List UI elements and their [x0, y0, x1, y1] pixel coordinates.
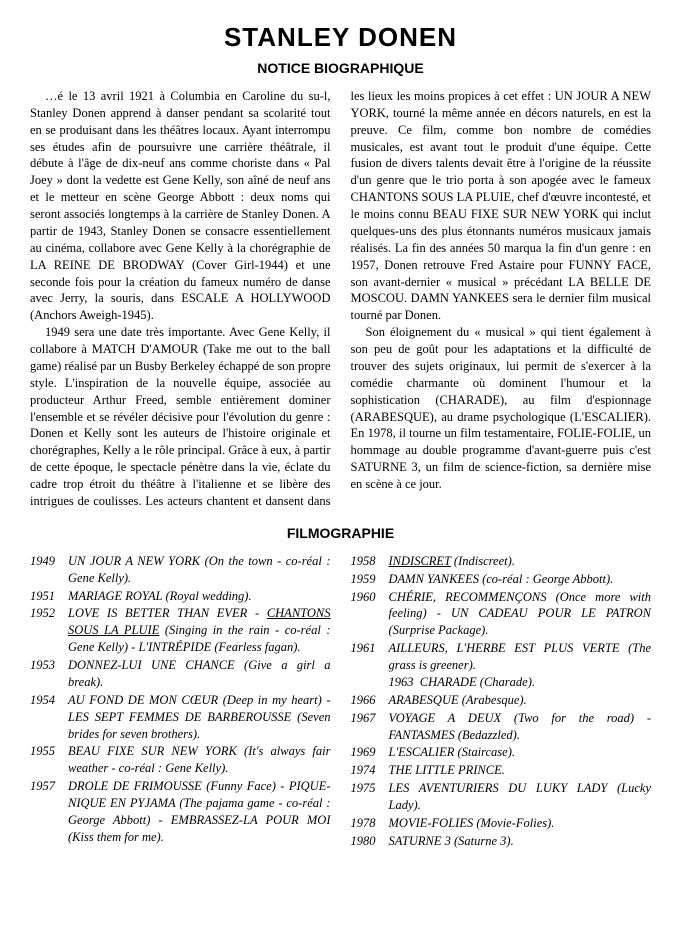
filmo-section-title: FILMOGRAPHIE [30, 524, 651, 543]
filmo-year: 1955 [30, 743, 68, 777]
filmo-year: 1974 [351, 762, 389, 779]
filmo-text: AILLEURS, L'HERBE EST PLUS VERTE (The gr… [389, 640, 652, 691]
filmo-entry: 1955BEAU FIXE SUR NEW YORK (It's always … [30, 743, 331, 777]
filmo-text: SATURNE 3 (Saturne 3). [389, 833, 652, 850]
filmo-entry: 1967VOYAGE A DEUX (Two for the road) - F… [351, 710, 652, 744]
filmo-year: 1966 [351, 692, 389, 709]
filmo-text: LES AVENTURIERS DU LUKY LADY (Lucky Lady… [389, 780, 652, 814]
filmo-text: DROLE DE FRIMOUSSE (Funny Face) - PIQUE-… [68, 778, 331, 846]
filmo-year: 1961 [351, 640, 389, 691]
filmo-entry: 1974THE LITTLE PRINCE. [351, 762, 652, 779]
filmo-entry: 1958INDISCRET (Indiscreet). [351, 553, 652, 570]
filmo-text: MARIAGE ROYAL (Royal wedding). [68, 588, 331, 605]
filmo-text: VOYAGE A DEUX (Two for the road) - FANTA… [389, 710, 652, 744]
filmo-year: 1953 [30, 657, 68, 691]
filmo-year: 1975 [351, 780, 389, 814]
page-title: STANLEY DONEN [30, 20, 651, 55]
filmography: 1949UN JOUR A NEW YORK (On the town - co… [30, 553, 651, 851]
filmo-entry: 1954AU FOND DE MON CŒUR (Deep in my hear… [30, 692, 331, 743]
filmo-entry: 1952LOVE IS BETTER THAN EVER - CHANTONS … [30, 605, 331, 656]
filmo-year: 1980 [351, 833, 389, 850]
filmo-entry: 1966ARABESQUE (Arabesque). [351, 692, 652, 709]
filmo-entry: 1978MOVIE-FOLIES (Movie-Folies). [351, 815, 652, 832]
filmo-year: 1978 [351, 815, 389, 832]
filmo-text: DAMN YANKEES (co-réal : George Abbott). [389, 571, 652, 588]
filmo-text: AU FOND DE MON CŒUR (Deep in my heart) -… [68, 692, 331, 743]
filmo-text: CHÉRIE, RECOMMENÇONS (Once more with fee… [389, 589, 652, 640]
filmo-text: L'ESCALIER (Staircase). [389, 744, 652, 761]
filmo-year: 1960 [351, 589, 389, 640]
filmo-year: 1958 [351, 553, 389, 570]
filmo-year: 1957 [30, 778, 68, 846]
filmo-year: 1951 [30, 588, 68, 605]
filmo-year: 1952 [30, 605, 68, 656]
filmo-entry: 1969L'ESCALIER (Staircase). [351, 744, 652, 761]
filmo-column-right: 1958INDISCRET (Indiscreet).1959DAMN YANK… [351, 553, 652, 851]
filmo-column-left: 1949UN JOUR A NEW YORK (On the town - co… [30, 553, 331, 851]
filmo-entry: 1980SATURNE 3 (Saturne 3). [351, 833, 652, 850]
filmo-text: ARABESQUE (Arabesque). [389, 692, 652, 709]
filmo-entry: 1953DONNEZ-LUI UNE CHANCE (Give a girl a… [30, 657, 331, 691]
filmo-entry: 1949UN JOUR A NEW YORK (On the town - co… [30, 553, 331, 587]
filmo-year: 1967 [351, 710, 389, 744]
filmo-year: 1969 [351, 744, 389, 761]
bio-paragraph: …é le 13 avril 1921 à Columbia en Caroli… [30, 88, 331, 324]
filmo-entry: 1959DAMN YANKEES (co-réal : George Abbot… [351, 571, 652, 588]
filmo-text: DONNEZ-LUI UNE CHANCE (Give a girl a bre… [68, 657, 331, 691]
filmo-text: MOVIE-FOLIES (Movie-Folies). [389, 815, 652, 832]
bio-paragraph: Son éloignement du « musical » qui tient… [351, 324, 652, 493]
filmo-year: 1949 [30, 553, 68, 587]
filmo-text: INDISCRET (Indiscreet). [389, 553, 652, 570]
biography-text: …é le 13 avril 1921 à Columbia en Caroli… [30, 88, 651, 510]
filmo-text: LOVE IS BETTER THAN EVER - CHANTONS SOUS… [68, 605, 331, 656]
filmo-entry: 1960CHÉRIE, RECOMMENÇONS (Once more with… [351, 589, 652, 640]
filmo-entry: 1975LES AVENTURIERS DU LUKY LADY (Lucky … [351, 780, 652, 814]
filmo-year: 1959 [351, 571, 389, 588]
filmo-entry: 1951MARIAGE ROYAL (Royal wedding). [30, 588, 331, 605]
filmo-year: 1954 [30, 692, 68, 743]
filmo-entry: 1957DROLE DE FRIMOUSSE (Funny Face) - PI… [30, 778, 331, 846]
filmo-entry: 1961AILLEURS, L'HERBE EST PLUS VERTE (Th… [351, 640, 652, 691]
filmo-text: UN JOUR A NEW YORK (On the town - co-réa… [68, 553, 331, 587]
filmo-text: THE LITTLE PRINCE. [389, 762, 652, 779]
bio-section-title: NOTICE BIOGRAPHIQUE [30, 59, 651, 78]
filmo-text: BEAU FIXE SUR NEW YORK (It's always fair… [68, 743, 331, 777]
